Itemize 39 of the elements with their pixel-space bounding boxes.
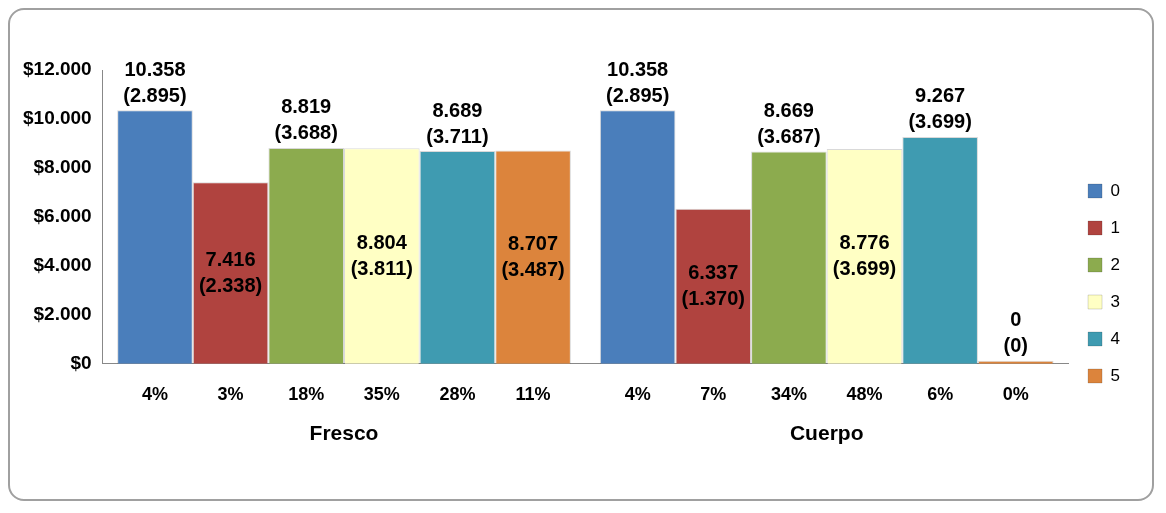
data-label: 7.416 (2.338) [198,247,263,296]
x-tick-label: Cuerpo [789,421,864,445]
y-tick-label: $6.000 [33,205,92,227]
y-tick-label: $12.000 [22,58,92,80]
data-label: 8.707 (3.487) [501,231,565,280]
data-label: 8.776 (3.699) [832,230,897,279]
legend-label: 2 [1110,254,1121,274]
data-label: 8.819 (3.688) [274,95,338,144]
y-tick-label: $2.000 [33,303,92,325]
data-label: 8.689 (3.711) [426,98,489,147]
legend-label: 0 [1110,180,1121,200]
text: 3% [217,383,244,404]
legend-label: 5 [1110,365,1121,385]
text: 35% [363,383,400,404]
text: 4% [141,383,168,404]
data-label: 9.267 (3.699) [908,84,972,133]
text: 34% [770,383,807,404]
text: 4% [624,383,651,404]
data-label: 8.804 (3.811) [350,230,413,279]
text: 48% [846,383,883,404]
text: 6% [927,383,954,404]
data-label: 0 (0) [1003,308,1028,357]
y-tick-label: $8.000 [33,156,92,178]
text: 18% [288,383,325,404]
data-label: 10.358 (2.895) [605,57,670,106]
data-label: 6.337 (1.370) [681,260,745,309]
y-tick-label: $10.000 [22,107,92,129]
legend-label: 3 [1110,291,1121,311]
text: 0% [1002,383,1029,404]
legend-label: 4 [1110,328,1121,348]
legend-label: 1 [1110,217,1121,237]
y-tick-label: $0 [70,352,92,374]
text: 7% [700,383,727,404]
text: 28% [439,383,476,404]
data-label: 8.669 (3.687) [757,99,821,148]
data-label: 10.358 (2.895) [123,57,187,106]
text: 11% [515,383,551,404]
y-tick-label: $4.000 [33,254,92,276]
x-tick-label: Fresco [309,421,379,445]
